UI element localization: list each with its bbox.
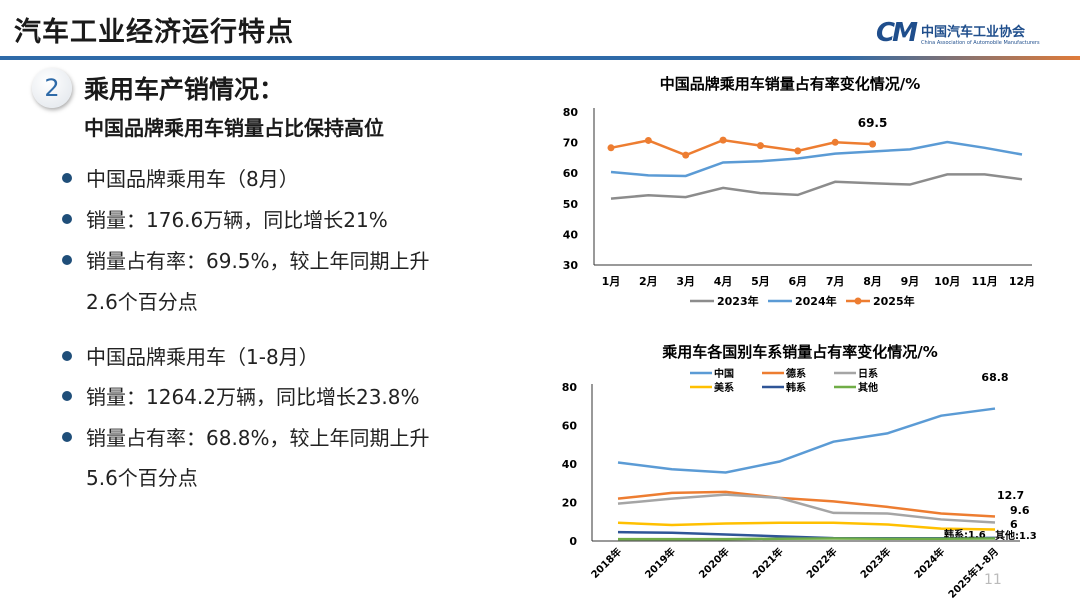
bullet-dot bbox=[62, 254, 72, 265]
bullet-item: 销量占有率：68.8%，较上年同期上升 bbox=[62, 422, 430, 451]
chart2-end-label: 12.7 bbox=[997, 489, 1024, 502]
chart1-point bbox=[607, 144, 615, 152]
chart2-series-line-美系 bbox=[617, 521, 996, 531]
chart1-x-tick: 10月 bbox=[934, 275, 960, 288]
logo-mark: CM bbox=[876, 18, 918, 48]
chart1-x-tick: 8月 bbox=[863, 275, 882, 288]
logo-en: China Association of Automobile Manufact… bbox=[920, 39, 1040, 46]
chart1-point bbox=[869, 140, 877, 148]
chart2-end-label: 其他:1.3 bbox=[995, 529, 1037, 542]
bullet-text: 销量：1264.2万辆，同比增长23.8% bbox=[86, 385, 420, 409]
chart2-y-tick: 40 bbox=[562, 458, 578, 471]
logo-cn: 中国汽车工业协会 bbox=[920, 24, 1025, 40]
chart2-x-tick: 2018年 bbox=[588, 545, 624, 581]
chart2-x-tick: 2023年 bbox=[857, 545, 893, 581]
chart1-y-tick: 50 bbox=[563, 198, 579, 211]
chart2-x-tick: 2020年 bbox=[696, 545, 732, 581]
title-divider bbox=[0, 56, 1080, 60]
chart1-series-line-2023年 bbox=[610, 173, 1023, 200]
bullet-continuation: 5.6个百分点 bbox=[86, 466, 198, 490]
chart1-x-tick: 2月 bbox=[639, 275, 658, 288]
bullet-item: 销量：176.6万辆，同比增长21% bbox=[62, 204, 388, 233]
bullet-text: 销量：176.6万辆，同比增长21% bbox=[86, 208, 388, 232]
chart1-x-tick: 12月 bbox=[1009, 275, 1035, 288]
chart2-legend-label: 其他 bbox=[858, 381, 878, 394]
section-number-badge: 2 bbox=[32, 68, 72, 108]
bullet-text: 销量占有率：68.8%，较上年同期上升 bbox=[86, 426, 430, 450]
bullet-text: 销量占有率：69.5%，较上年同期上升 bbox=[86, 249, 430, 273]
chart1-x-tick: 9月 bbox=[901, 275, 920, 288]
chart2-x-tick: 2024年 bbox=[911, 545, 947, 581]
bullet-item: 销量占有率：69.5%，较上年同期上升 bbox=[62, 245, 430, 274]
chart1-point bbox=[756, 142, 764, 150]
chart1-data-label: 69.5 bbox=[858, 116, 888, 130]
chart1-x-tick: 4月 bbox=[714, 275, 733, 288]
chart2-series-line-其他 bbox=[618, 537, 996, 541]
chart1-y-tick: 60 bbox=[563, 167, 579, 180]
chart2-legend-label: 日系 bbox=[858, 367, 878, 380]
chart2-y-tick: 60 bbox=[562, 420, 578, 433]
chart2-legend-label: 韩系 bbox=[786, 381, 806, 394]
chart1-x-tick: 11月 bbox=[971, 275, 997, 288]
chart1-title: 中国品牌乘用车销量占有率变化情况/% bbox=[660, 75, 921, 93]
chart2-legend-label: 中国 bbox=[714, 367, 734, 380]
bullet-continuation: 2.6个百分点 bbox=[86, 290, 198, 314]
bullet-dot bbox=[62, 390, 72, 401]
bullet-dot bbox=[62, 172, 72, 183]
chart1-legend-label: 2023年 bbox=[717, 294, 759, 308]
chart1-legend-label: 2024年 bbox=[795, 294, 837, 308]
chart2-y-tick: 80 bbox=[562, 381, 578, 394]
bullet-dot bbox=[62, 213, 72, 224]
chart1-legend-label: 2025年 bbox=[873, 294, 915, 308]
chart1-series-line-2024年 bbox=[610, 140, 1023, 178]
bullet-dot bbox=[62, 350, 72, 361]
chart2-series-line-德系 bbox=[617, 490, 996, 518]
caam-logo: CM 中国汽车工业协会 China Association of Automob… bbox=[876, 18, 1040, 48]
bullet-dot bbox=[62, 431, 72, 442]
bullet-item: 中国品牌乘用车（1-8月） bbox=[62, 341, 319, 370]
bullet-text: 中国品牌乘用车（1-8月） bbox=[86, 345, 319, 369]
chart1-y-tick: 30 bbox=[563, 259, 579, 272]
chart1-x-tick: 3月 bbox=[676, 275, 695, 288]
chart2-y-tick: 20 bbox=[562, 497, 578, 510]
chart1-point bbox=[644, 136, 652, 144]
chart1-point bbox=[794, 147, 802, 155]
chart1-point bbox=[682, 151, 690, 159]
bullet-text: 中国品牌乘用车（8月） bbox=[86, 167, 299, 191]
page-number: 11 bbox=[984, 572, 1002, 588]
chart1-x-tick: 5月 bbox=[751, 275, 770, 288]
chart2-y-tick: 0 bbox=[569, 535, 577, 548]
chart2-series-line-日系 bbox=[617, 493, 996, 524]
chart2-x-tick: 2019年 bbox=[642, 545, 678, 581]
chart2-series-line-中国 bbox=[617, 407, 996, 474]
chart1-y-tick: 80 bbox=[563, 106, 579, 119]
chart2-legend-label: 德系 bbox=[785, 367, 806, 380]
chart2-title: 乘用车各国别车系销量占有率变化情况/% bbox=[661, 343, 938, 361]
chart2-end-label: 68.8 bbox=[981, 371, 1008, 384]
bullet-item: 销量：1264.2万辆，同比增长23.8% bbox=[62, 381, 420, 410]
chart2-end-label: 9.6 bbox=[1010, 504, 1030, 517]
section-heading: 乘用车产销情况： bbox=[84, 75, 285, 104]
bullet-item: 中国品牌乘用车（8月） bbox=[62, 163, 299, 192]
chart2-end-label: 6 bbox=[1010, 518, 1018, 531]
chart1-x-tick: 7月 bbox=[826, 275, 845, 288]
chart1-x-tick: 1月 bbox=[602, 275, 621, 288]
chart1-x-tick: 6月 bbox=[788, 275, 807, 288]
chart1-y-tick: 40 bbox=[563, 228, 579, 241]
chart1-series-line-2025年 bbox=[610, 138, 873, 157]
section-subheading: 中国品牌乘用车销量占比保持高位 bbox=[84, 116, 384, 140]
chart1-legend-marker bbox=[854, 297, 862, 305]
chart2-x-tick: 2022年 bbox=[804, 545, 840, 581]
slide-title: 汽车工业经济运行特点 bbox=[14, 17, 294, 48]
chart1-point bbox=[831, 138, 839, 146]
chart1-point bbox=[719, 136, 727, 144]
chart1-y-tick: 70 bbox=[563, 137, 579, 150]
chart2-legend-label: 美系 bbox=[714, 381, 734, 394]
chart2-x-tick: 2021年 bbox=[750, 545, 786, 581]
